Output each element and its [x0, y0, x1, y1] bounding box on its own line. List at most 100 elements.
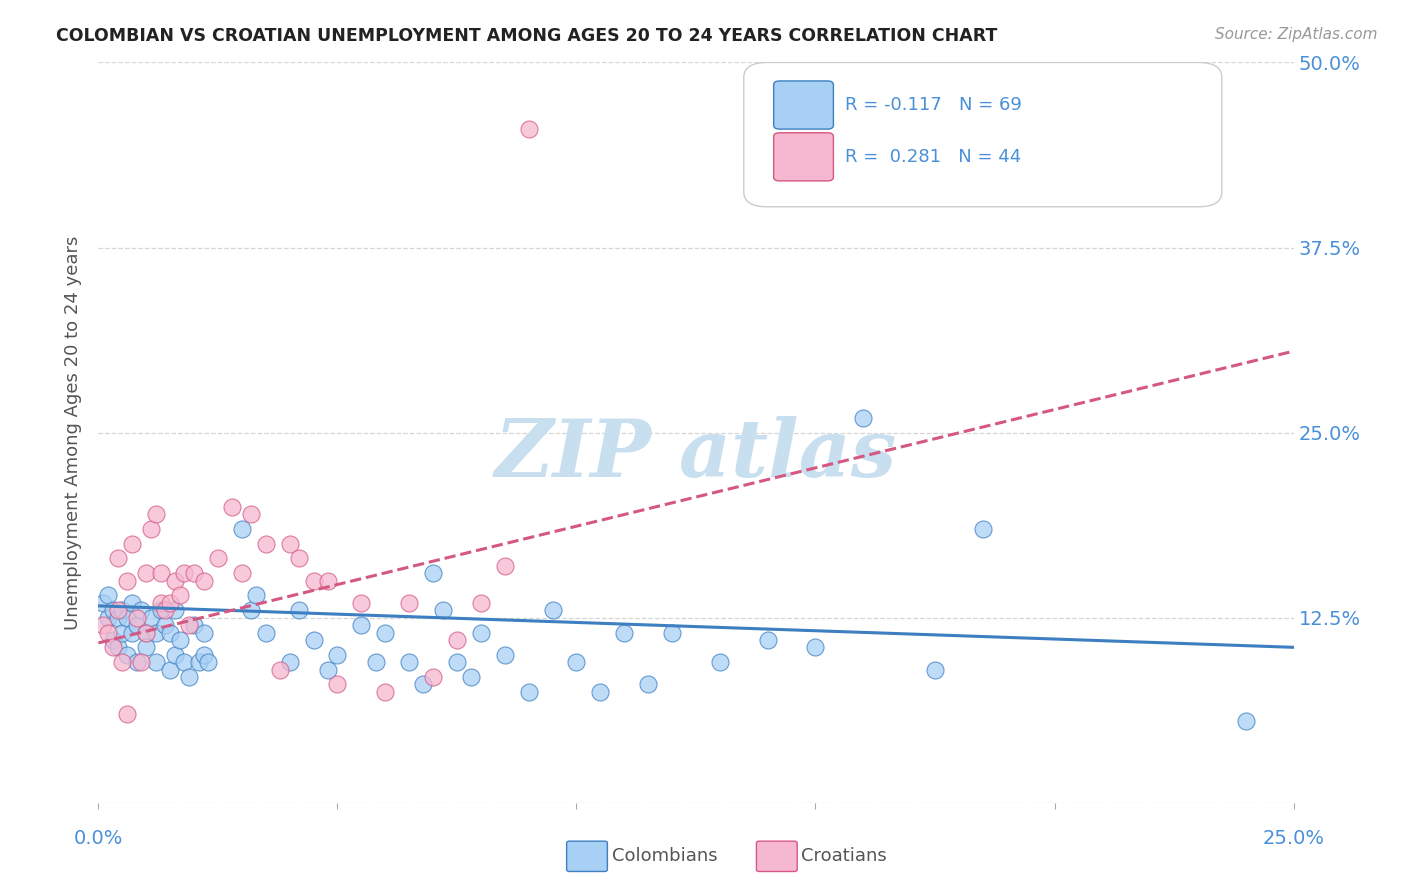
Point: [97, 610, 120, 624]
FancyBboxPatch shape: [773, 81, 834, 129]
Point: [316, 663, 339, 677]
Point: [374, 685, 396, 699]
Point: [145, 655, 167, 669]
Text: Colombians: Colombians: [612, 847, 717, 865]
Point: [254, 536, 277, 550]
Point: [149, 603, 172, 617]
Text: Croatians: Croatians: [801, 847, 887, 865]
Text: R = -0.117   N = 69: R = -0.117 N = 69: [845, 95, 1022, 113]
Point: [187, 655, 209, 669]
Point: [159, 663, 181, 677]
Point: [637, 677, 659, 691]
Point: [97, 589, 120, 603]
Point: [193, 648, 215, 662]
Point: [460, 670, 482, 684]
Point: [107, 640, 129, 655]
Point: [169, 589, 191, 603]
Point: [364, 655, 387, 669]
Point: [179, 670, 201, 684]
Text: R =  0.281   N = 44: R = 0.281 N = 44: [845, 148, 1022, 166]
Point: [115, 574, 138, 588]
Text: Source: ZipAtlas.com: Source: ZipAtlas.com: [1215, 27, 1378, 42]
Point: [111, 603, 134, 617]
Point: [121, 536, 143, 550]
Point: [302, 632, 325, 647]
Point: [613, 625, 636, 640]
Point: [115, 706, 138, 721]
Point: [446, 655, 468, 669]
Point: [398, 596, 420, 610]
Point: [254, 625, 277, 640]
Point: [149, 566, 172, 581]
Point: [661, 625, 683, 640]
Point: [541, 603, 564, 617]
FancyBboxPatch shape: [773, 133, 834, 181]
Point: [107, 610, 129, 624]
Point: [97, 625, 120, 640]
Point: [470, 596, 492, 610]
Point: [350, 618, 373, 632]
Point: [121, 625, 143, 640]
Point: [183, 566, 205, 581]
Point: [207, 551, 229, 566]
Text: 0.0%: 0.0%: [73, 829, 124, 847]
Point: [125, 610, 148, 624]
Point: [155, 618, 177, 632]
Point: [288, 603, 311, 617]
Point: [804, 640, 827, 655]
Point: [517, 122, 540, 136]
Point: [131, 603, 153, 617]
Point: [125, 618, 148, 632]
Point: [517, 685, 540, 699]
Point: [183, 618, 205, 632]
Point: [115, 648, 138, 662]
Point: [163, 648, 186, 662]
Point: [101, 640, 124, 655]
Point: [269, 663, 291, 677]
Y-axis label: Unemployment Among Ages 20 to 24 years: Unemployment Among Ages 20 to 24 years: [65, 235, 83, 630]
Point: [412, 677, 434, 691]
Point: [494, 558, 516, 573]
Point: [316, 574, 339, 588]
Point: [924, 663, 946, 677]
Point: [422, 670, 444, 684]
Point: [589, 685, 612, 699]
Point: [193, 625, 215, 640]
Point: [245, 589, 267, 603]
Point: [278, 655, 301, 669]
Point: [159, 596, 181, 610]
Point: [302, 574, 325, 588]
Point: [107, 603, 129, 617]
Point: [398, 655, 420, 669]
Point: [326, 677, 349, 691]
FancyBboxPatch shape: [744, 62, 1222, 207]
Point: [422, 566, 444, 581]
Point: [374, 625, 396, 640]
Point: [240, 507, 263, 521]
Point: [111, 625, 134, 640]
Point: [565, 655, 588, 669]
Text: ZIP atlas: ZIP atlas: [495, 416, 897, 493]
Point: [91, 618, 114, 632]
Text: COLOMBIAN VS CROATIAN UNEMPLOYMENT AMONG AGES 20 TO 24 YEARS CORRELATION CHART: COLOMBIAN VS CROATIAN UNEMPLOYMENT AMONG…: [56, 27, 998, 45]
Point: [163, 574, 186, 588]
Point: [173, 655, 195, 669]
Point: [852, 410, 875, 425]
Point: [350, 596, 373, 610]
Point: [139, 610, 162, 624]
Point: [179, 618, 201, 632]
Point: [169, 632, 191, 647]
Point: [197, 655, 219, 669]
Point: [101, 603, 124, 617]
Point: [159, 625, 181, 640]
Point: [101, 632, 124, 647]
Point: [221, 500, 243, 514]
Point: [149, 596, 172, 610]
Point: [131, 655, 153, 669]
Point: [115, 610, 138, 624]
Point: [145, 507, 167, 521]
Point: [709, 655, 731, 669]
Point: [193, 574, 215, 588]
Point: [139, 522, 162, 536]
Point: [135, 566, 157, 581]
